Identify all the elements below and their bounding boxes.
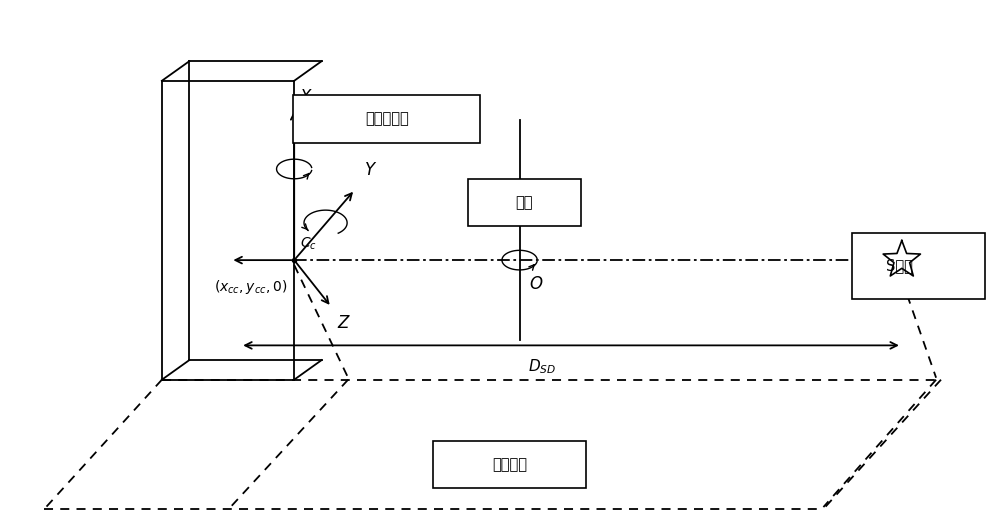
Text: Y: Y (365, 161, 375, 179)
Text: $D_{SD}$: $D_{SD}$ (528, 357, 556, 376)
Text: 台架平面: 台架平面 (492, 458, 527, 472)
Text: 转轴: 转轴 (516, 195, 533, 210)
Polygon shape (883, 240, 920, 276)
Text: Z: Z (337, 314, 349, 332)
Text: X: X (300, 88, 311, 106)
Text: S：源: S：源 (886, 259, 913, 273)
Text: $C_c$: $C_c$ (300, 236, 317, 252)
FancyBboxPatch shape (468, 179, 581, 226)
Text: O: O (529, 275, 543, 293)
FancyBboxPatch shape (433, 442, 586, 488)
Text: 平板探测器: 平板探测器 (365, 112, 409, 127)
FancyBboxPatch shape (852, 232, 985, 300)
FancyBboxPatch shape (293, 95, 480, 143)
Text: $(x_{cc},y_{cc},0)$: $(x_{cc},y_{cc},0)$ (214, 278, 287, 296)
